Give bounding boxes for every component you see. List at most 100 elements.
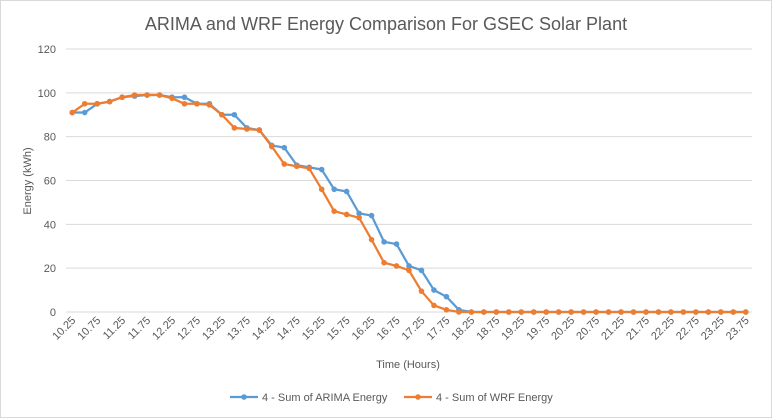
legend-label-arima: 4 - Sum of ARIMA Energy (262, 392, 388, 404)
data-point-s1-41 (580, 309, 587, 315)
data-point-s1-0 (69, 109, 76, 116)
data-point-s0-27 (406, 263, 412, 269)
x-tick-label-6: 13.25 (200, 315, 228, 343)
data-point-s1-11 (206, 102, 213, 108)
x-axis-label: Time (Hours) (376, 359, 440, 371)
data-point-s1-23 (356, 214, 362, 221)
y-tick-label-6: 120 (38, 44, 56, 56)
data-point-s1-10 (194, 100, 200, 107)
y-tick-label-5: 100 (38, 88, 56, 100)
data-point-s1-26 (393, 263, 400, 269)
data-point-s1-52 (718, 309, 724, 315)
chart-title: ARIMA and WRF Energy Comparison For GSEC… (145, 14, 627, 34)
x-tick-label-2: 11.25 (101, 315, 128, 342)
data-point-s0-1 (81, 109, 88, 116)
data-point-s1-40 (568, 309, 574, 315)
data-point-s0-24 (368, 212, 375, 219)
data-point-s1-6 (144, 92, 150, 98)
x-tick-label-12: 16.25 (350, 315, 378, 343)
data-point-s1-37 (530, 309, 537, 315)
data-point-s1-50 (693, 309, 699, 315)
data-point-s1-21 (331, 208, 337, 214)
y-tick-label-2: 40 (44, 219, 56, 231)
data-point-s1-34 (493, 309, 500, 315)
data-point-s1-27 (406, 267, 412, 274)
x-tick-label-11: 15.75 (325, 315, 353, 343)
data-point-s1-12 (219, 111, 225, 118)
x-tick-label-16: 18.25 (450, 315, 478, 343)
data-point-s1-47 (655, 309, 662, 315)
x-tick-label-20: 20.25 (549, 315, 577, 343)
data-point-s0-13 (231, 111, 238, 118)
data-point-s1-42 (593, 309, 599, 315)
y-axis-label: Energy (kWh) (22, 147, 34, 214)
x-tick-label-27: 23.75 (724, 315, 752, 343)
data-point-s1-51 (705, 309, 712, 315)
data-point-s1-22 (343, 211, 350, 218)
data-point-s1-45 (630, 309, 637, 315)
data-point-s1-33 (481, 309, 487, 315)
legend: 4 - Sum of ARIMA Energy 4 - Sum of WRF E… (230, 392, 553, 404)
data-point-s1-9 (181, 100, 188, 107)
data-point-s1-25 (381, 259, 387, 266)
series-line-1 (71, 93, 746, 314)
x-tick-label-17: 18.75 (474, 315, 502, 343)
x-tick-label-24: 22.25 (649, 315, 677, 343)
data-point-s1-18 (293, 163, 300, 170)
data-point-s1-30 (443, 307, 450, 313)
data-point-s0-28 (418, 267, 425, 274)
data-point-s0-29 (431, 287, 437, 293)
data-point-s1-38 (543, 309, 549, 315)
y-tick-label-0: 0 (50, 307, 56, 319)
data-point-s0-25 (381, 239, 387, 245)
x-tick-label-23: 21.75 (624, 315, 652, 343)
x-tick-label-8: 14.25 (250, 315, 278, 343)
y-tick-label-1: 20 (44, 263, 56, 275)
data-point-s1-17 (281, 161, 288, 167)
legend-item-arima: 4 - Sum of ARIMA Energy (230, 392, 388, 404)
data-point-s1-48 (668, 309, 674, 315)
data-point-s0-23 (356, 210, 362, 217)
x-axis-ticks: 10.2510.7511.2511.7512.2512.7513.2513.75… (50, 315, 751, 343)
legend-marker-arima (241, 394, 247, 400)
x-tick-label-7: 13.75 (225, 315, 253, 343)
data-point-s1-2 (94, 100, 100, 107)
y-tick-label-3: 60 (44, 176, 56, 188)
x-tick-label-26: 23.25 (699, 315, 727, 343)
x-tick-label-10: 15.25 (300, 315, 328, 343)
x-tick-label-1: 10.75 (75, 315, 103, 343)
data-point-s0-17 (281, 144, 288, 151)
data-point-s1-16 (269, 143, 275, 150)
data-point-s1-44 (618, 309, 624, 315)
data-point-s1-1 (81, 100, 88, 107)
data-point-s0-22 (343, 188, 350, 195)
data-point-s0-20 (318, 166, 325, 173)
legend-item-wrf: 4 - Sum of WRF Energy (404, 392, 553, 404)
x-tick-label-9: 14.75 (275, 315, 303, 343)
x-tick-label-22: 21.25 (599, 315, 627, 343)
x-tick-label-21: 20.75 (574, 315, 602, 343)
data-point-s0-30 (443, 293, 450, 300)
x-tick-label-15: 17.75 (425, 315, 453, 343)
x-tick-label-25: 22.75 (674, 315, 702, 343)
data-point-s0-26 (393, 241, 400, 247)
data-point-s1-31 (456, 309, 462, 315)
data-point-s1-19 (306, 165, 313, 172)
x-tick-label-13: 16.75 (375, 315, 403, 343)
data-point-s1-13 (231, 125, 238, 131)
data-point-s1-7 (156, 92, 163, 98)
series-1 (69, 92, 749, 315)
legend-marker-wrf (415, 394, 421, 400)
series-0 (69, 92, 749, 315)
data-point-s1-43 (605, 309, 612, 315)
x-tick-label-19: 19.75 (524, 315, 552, 343)
data-point-s1-29 (431, 302, 437, 309)
series-line-0 (72, 93, 746, 314)
data-point-s1-8 (169, 95, 175, 102)
data-point-s0-21 (331, 186, 337, 193)
data-point-s1-35 (505, 309, 512, 315)
data-point-s1-36 (518, 309, 525, 315)
x-tick-label-18: 19.25 (499, 315, 527, 343)
